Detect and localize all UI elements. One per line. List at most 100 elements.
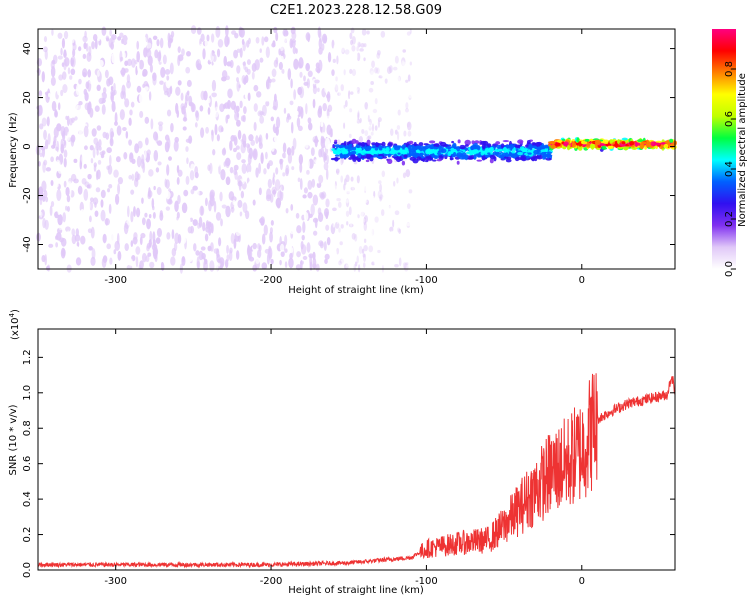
spectrogram-cell (131, 158, 136, 164)
spectrogram-cell (78, 124, 83, 136)
spectrogram-cell (361, 222, 365, 228)
spectrogram-cell (181, 255, 186, 267)
spectrogram-cell (341, 258, 346, 264)
spectrogram-cell (464, 144, 469, 147)
spectrogram-cell (358, 42, 361, 47)
spectrogram-cell (255, 135, 259, 144)
spectrogram-cell (180, 92, 184, 101)
spectrogram-cell (96, 125, 102, 131)
spectrogram-cell (397, 109, 401, 116)
spectrogram-cell (74, 234, 81, 242)
spectrogram-cell (350, 186, 355, 191)
spectrogram-cell (419, 152, 424, 156)
spectrogram-cell (146, 218, 151, 230)
spectrogram-cell (357, 65, 361, 71)
spectrogram-cell (336, 148, 342, 151)
spectrogram-cell (150, 118, 154, 130)
spectrogram-cell (164, 68, 171, 75)
spectrogram-cell (51, 100, 57, 112)
spectrogram-cell (50, 201, 55, 208)
spectrogram-cell (403, 220, 407, 227)
spectrogram-cell (185, 215, 191, 226)
spectrogram-cell (135, 246, 141, 255)
spectrogram-cell (313, 138, 319, 143)
spectrogram-cell (274, 135, 279, 143)
spectrogram-cell (260, 152, 264, 165)
spectrogram-cell (286, 147, 292, 156)
spectrogram-cell (165, 77, 172, 89)
spectrogram-cell (63, 51, 67, 59)
spectrogram-cell (58, 74, 64, 81)
spectrogram-cell (318, 174, 324, 184)
spectrogram-cell (147, 193, 152, 200)
spectrogram-cell (236, 119, 241, 127)
spectrogram-cell (366, 30, 370, 35)
spectrogram-cell (136, 155, 142, 168)
spectrogram-cell (205, 220, 210, 227)
spectrogram-cell (324, 253, 330, 260)
spectrogram-cell (350, 122, 354, 128)
spectrogram-cell (87, 183, 92, 189)
spectrogram-cell (379, 230, 383, 239)
spectrogram-cell (105, 217, 109, 226)
spectrogram-cell (75, 103, 78, 110)
spectrogram-cell (256, 229, 260, 239)
x-tick-label: 0 (579, 275, 585, 286)
spectrogram-cell (586, 142, 591, 148)
spectrogram-cell (405, 79, 409, 83)
spectrogram-cell (370, 176, 374, 182)
spectrogram-cell (525, 144, 530, 148)
spectrogram-cell (277, 72, 283, 77)
spectrogram-cell (363, 127, 367, 131)
spectrogram-cell (340, 224, 344, 229)
spectrogram-cell (41, 71, 45, 83)
spectrogram-cell (324, 137, 331, 150)
spectrogram-cell (444, 146, 452, 149)
spectrogram-cell (387, 158, 393, 165)
spectrogram-cell (179, 60, 186, 72)
spectrogram-cell (127, 205, 130, 218)
spectrogram-cell (217, 38, 224, 48)
spectrogram-cell (130, 240, 134, 248)
spectrogram-cell (336, 55, 339, 65)
spectrogram-cell (350, 154, 356, 159)
spectrogram-cell (209, 162, 213, 175)
spectrogram-cell (133, 206, 136, 217)
spectrogram-cell (350, 52, 355, 58)
spectrogram-cell (554, 142, 561, 147)
spectrogram-cell (323, 162, 329, 171)
spectrogram-cell (473, 154, 477, 160)
spectrogram-cell (351, 168, 355, 172)
spectrogram-cell (235, 145, 240, 150)
spectrogram-cell (221, 225, 226, 234)
spectrogram-cell (68, 41, 73, 53)
spectrogram-cell (347, 255, 352, 263)
spectrogram-cell (343, 220, 347, 224)
spectrogram-cell (340, 233, 345, 238)
spectrogram-cell (253, 121, 257, 132)
spectrogram-cell (401, 160, 406, 166)
spectrogram-cell (306, 78, 310, 89)
spectrogram-cell (43, 129, 47, 141)
spectrogram-cell (290, 40, 296, 48)
spectrogram-cell (351, 233, 356, 240)
spectrogram-cell (279, 243, 285, 252)
spectrogram-cell (433, 155, 438, 159)
spectrogram-cell (500, 143, 505, 149)
spectrogram-cell (601, 147, 608, 150)
spectrogram-cell (304, 140, 309, 149)
spectrogram-cell (359, 180, 362, 185)
spectrogram-cell (193, 243, 197, 252)
spectrogram-cell (360, 43, 365, 48)
spectrogram-cell (629, 140, 635, 146)
spectrogram-cell (360, 58, 364, 68)
spectrogram-cell (199, 205, 205, 217)
spectrogram-cell (281, 112, 287, 123)
spectrogram-cell (346, 198, 350, 203)
spectrogram-cell (63, 139, 67, 149)
spectrogram-cell (462, 152, 467, 158)
spectrogram-cell (280, 251, 285, 258)
spectrogram-cell (273, 26, 278, 34)
spectrogram-cell (320, 137, 327, 149)
spectrogram-cell (135, 256, 139, 268)
